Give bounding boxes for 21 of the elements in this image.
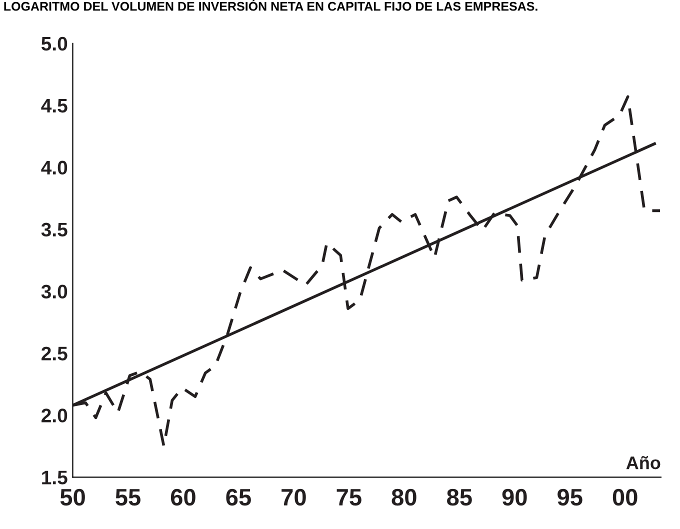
y-tick-label: 1.5 xyxy=(42,470,68,484)
y-tick-label: 4.5 xyxy=(41,99,68,113)
x-tick-label: 60 xyxy=(170,488,196,506)
x-tick-label: 80 xyxy=(392,488,416,506)
x-tick-label: 85 xyxy=(447,488,472,506)
y-tick-label: 2.0 xyxy=(42,408,68,422)
y-tick-label: 4.0 xyxy=(41,160,68,175)
y-tick-label: 3.0 xyxy=(41,284,68,299)
x-tick-label: 00 xyxy=(612,488,638,506)
chart-title: LOGARITMO DEL VOLUMEN DE INVERSIÓN NETA EN CAPITAL FIJO DE LAS EMPRESAS. xyxy=(4,0,538,11)
y-tick-label: 2.5 xyxy=(42,346,68,360)
x-tick-label: 90 xyxy=(502,488,527,506)
x-axis-title: Año xyxy=(626,456,660,470)
x-tick-label: 65 xyxy=(226,488,251,506)
y-tick-label: 5.0 xyxy=(41,36,68,51)
y-tick-label: 3.5 xyxy=(41,222,68,237)
x-tick-label: 55 xyxy=(116,489,140,506)
x-tick-label: 75 xyxy=(336,489,362,506)
x-tick-label: 95 xyxy=(558,488,582,506)
x-tick-label: 70 xyxy=(282,488,306,506)
x-tick-label: 50 xyxy=(60,488,85,506)
